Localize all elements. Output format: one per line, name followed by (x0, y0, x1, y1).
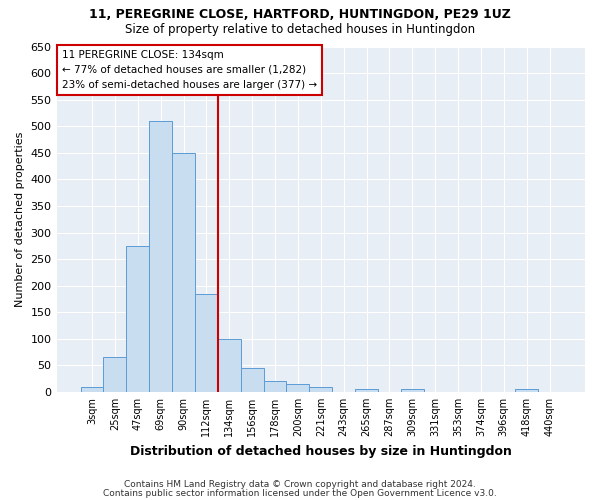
Bar (310, 386, 332, 392)
Bar (401, 390, 424, 392)
Bar (172, 153, 195, 392)
Text: Contains HM Land Registry data © Crown copyright and database right 2024.: Contains HM Land Registry data © Crown c… (124, 480, 476, 489)
Text: Contains public sector information licensed under the Open Government Licence v3: Contains public sector information licen… (103, 489, 497, 498)
Text: 11 PEREGRINE CLOSE: 134sqm
← 77% of detached houses are smaller (1,282)
23% of s: 11 PEREGRINE CLOSE: 134sqm ← 77% of deta… (62, 50, 317, 90)
Bar (103, 358, 127, 392)
Bar (515, 390, 538, 392)
Bar (286, 384, 310, 392)
Bar (355, 390, 378, 392)
Bar (263, 382, 286, 392)
Bar (127, 246, 149, 392)
Bar (241, 368, 263, 392)
Bar (195, 294, 218, 392)
Bar (149, 121, 172, 392)
X-axis label: Distribution of detached houses by size in Huntingdon: Distribution of detached houses by size … (130, 444, 512, 458)
Bar (218, 339, 241, 392)
Bar (80, 386, 103, 392)
Text: 11, PEREGRINE CLOSE, HARTFORD, HUNTINGDON, PE29 1UZ: 11, PEREGRINE CLOSE, HARTFORD, HUNTINGDO… (89, 8, 511, 20)
Y-axis label: Number of detached properties: Number of detached properties (15, 132, 25, 307)
Text: Size of property relative to detached houses in Huntingdon: Size of property relative to detached ho… (125, 22, 475, 36)
